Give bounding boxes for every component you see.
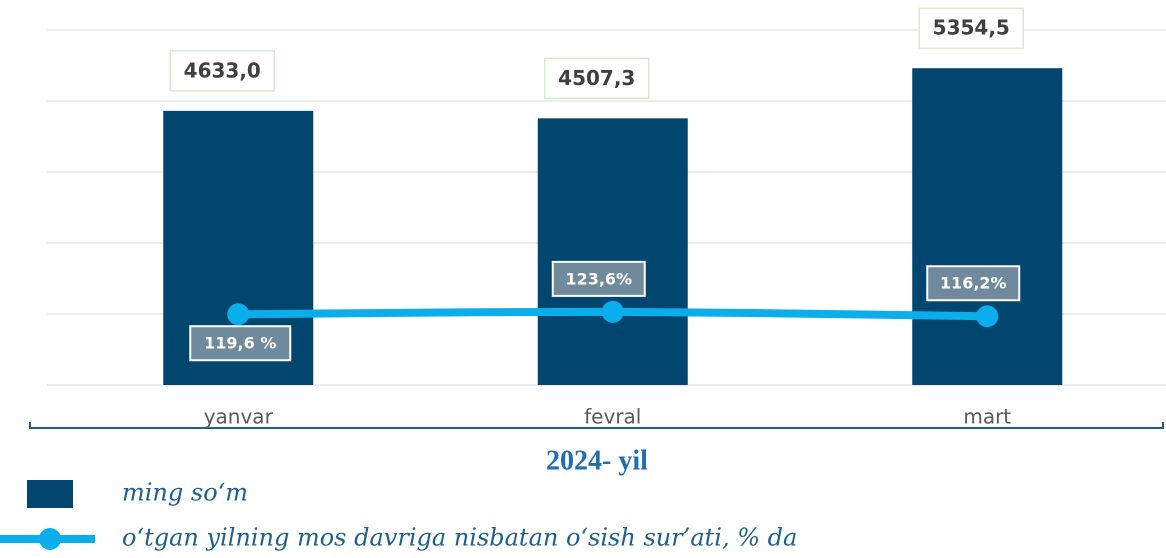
bar xyxy=(912,68,1063,386)
bar xyxy=(537,118,688,385)
legend-label: o‘tgan yilning mos davriga nisbatan o‘si… xyxy=(122,524,797,552)
line-marker xyxy=(601,300,624,323)
legend-label: ming so‘m xyxy=(122,479,248,507)
line-label-box xyxy=(926,265,1021,302)
line-marker xyxy=(976,305,999,328)
x-tick-label: mart xyxy=(963,405,1011,429)
line-label: 116,2% xyxy=(940,274,1007,293)
data-label-box xyxy=(918,7,1024,49)
line-label-box xyxy=(189,325,292,362)
data-label: 4507,3 xyxy=(558,66,635,90)
legend-swatch xyxy=(27,480,73,508)
data-label: 4633,0 xyxy=(184,58,261,82)
x-tick-label: fevral xyxy=(584,405,641,429)
line-label: 119,6 % xyxy=(204,334,276,353)
data-label-box xyxy=(544,57,650,100)
x-axis-title: 2024- yil xyxy=(546,445,648,476)
x-tick-label: yanvar xyxy=(204,405,274,429)
data-label-box xyxy=(169,50,275,92)
line-marker xyxy=(227,303,250,326)
legend-swatch xyxy=(39,528,61,550)
line-label-box xyxy=(551,260,646,297)
line-label: 123,6% xyxy=(565,269,632,288)
axis-bracket xyxy=(29,422,1164,429)
data-label: 5354,5 xyxy=(933,16,1010,40)
